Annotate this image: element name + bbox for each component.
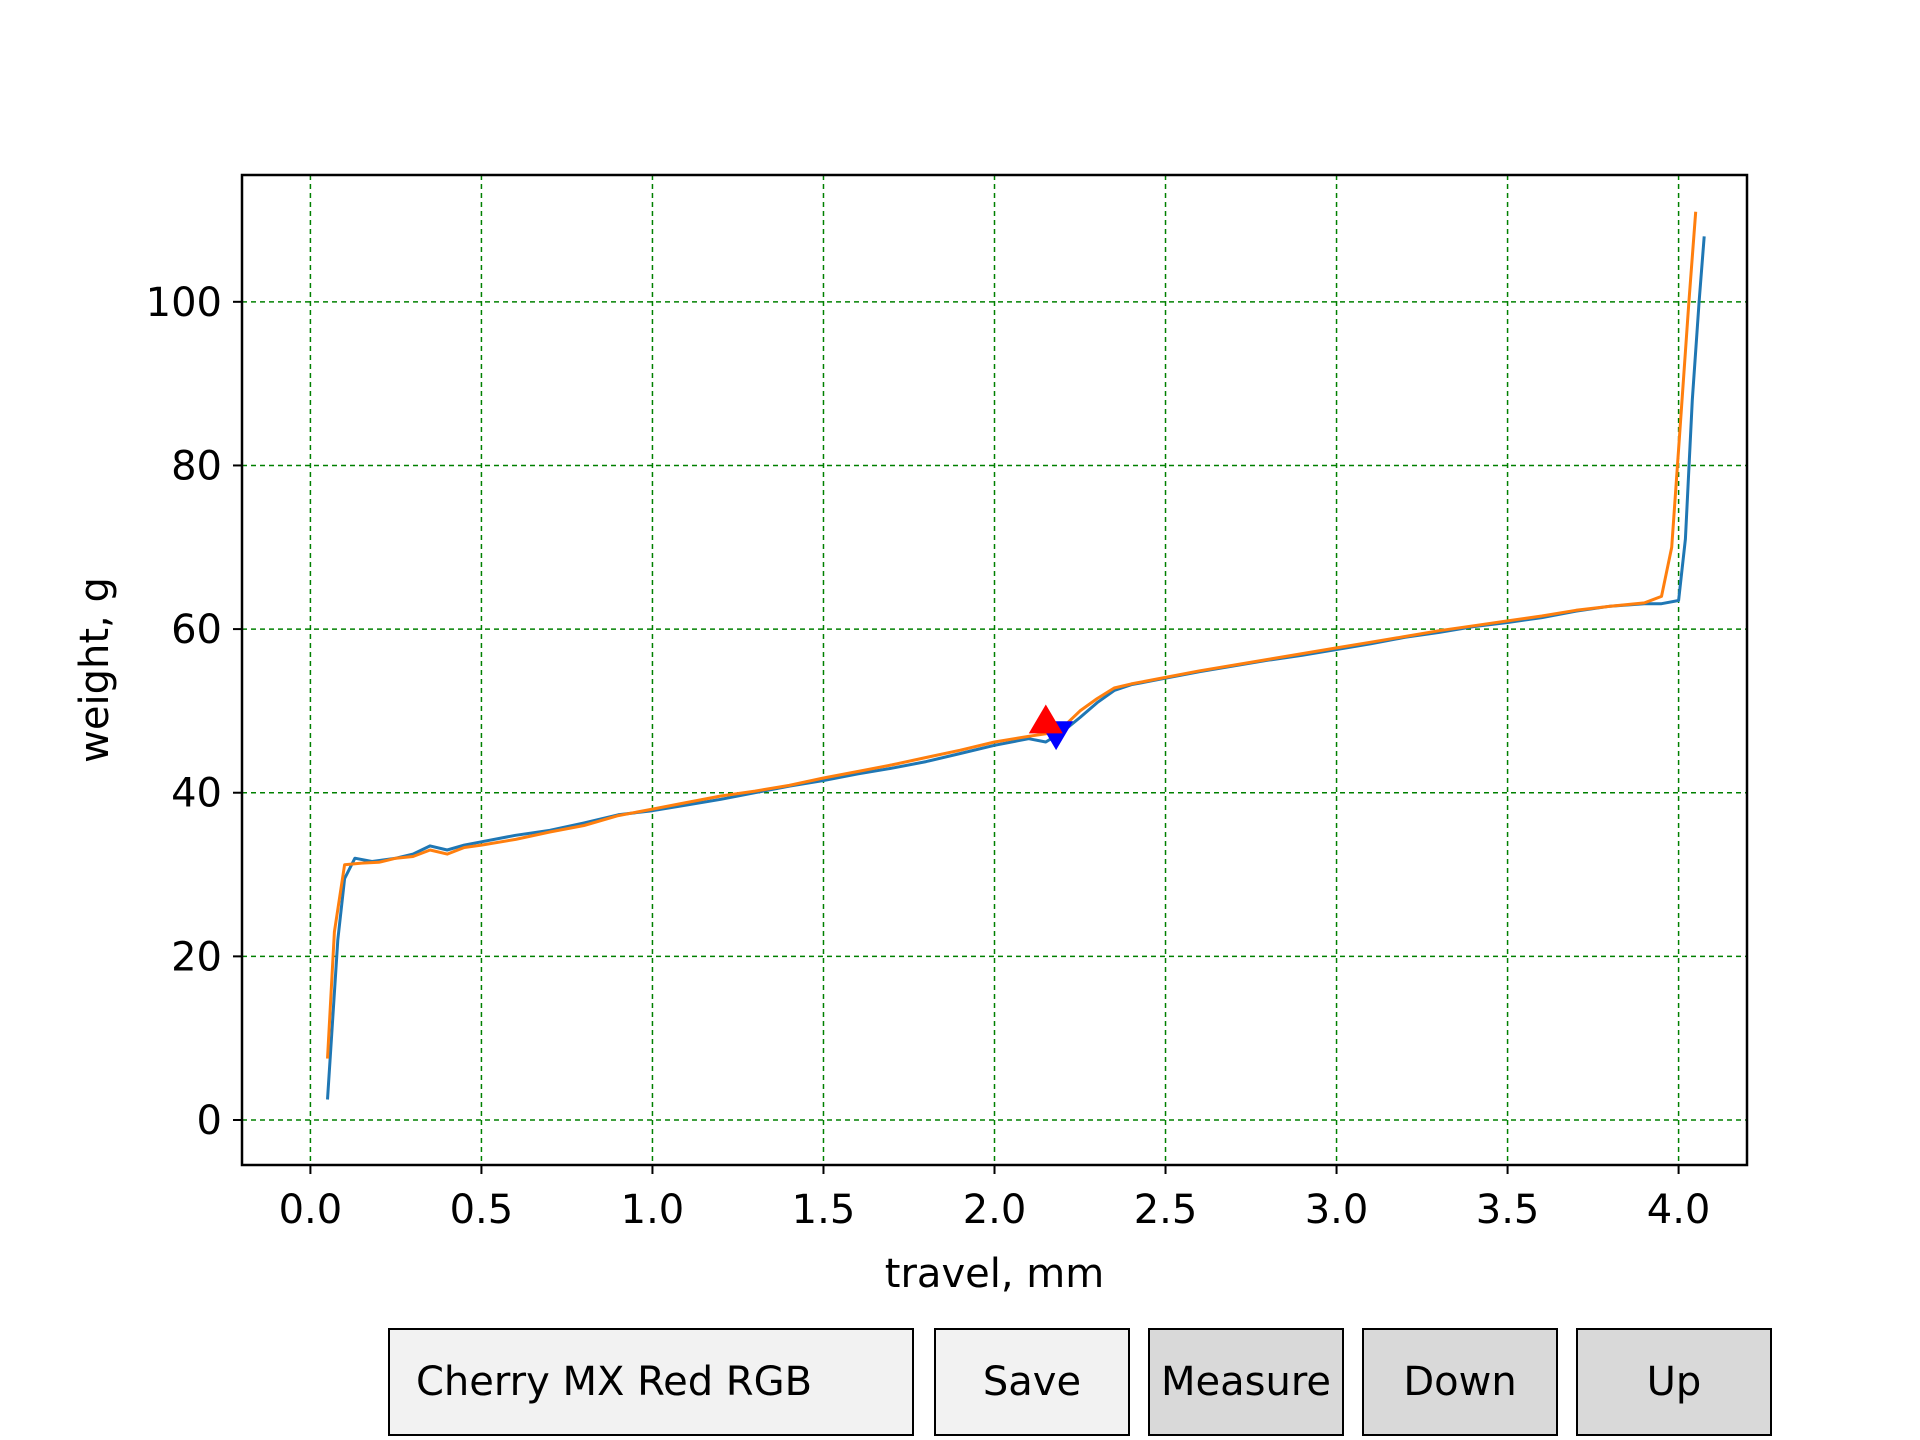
axes-frame <box>240 173 1749 1167</box>
series-line-1 <box>326 236 1706 1100</box>
y-axis-label: weight, g <box>72 577 118 763</box>
force-travel-chart: 0.0 0.5 1.0 1.5 2.0 2.5 3.0 3.5 4.0 0 20 40 60 80 100… <box>72 173 1749 1297</box>
x-tick-label: 3.5 <box>1476 1187 1540 1233</box>
save-button[interactable]: Save <box>934 1328 1130 1436</box>
y-tick-label: 60 <box>171 607 222 653</box>
x-axis-label: travel, mm <box>885 1251 1104 1297</box>
x-tick-label: 2.0 <box>963 1187 1027 1233</box>
triangle-up-marker <box>1028 704 1063 734</box>
switch-name-input[interactable]: Cherry MX Red RGB <box>388 1328 914 1436</box>
x-tick-label: 3.0 <box>1305 1187 1369 1233</box>
x-tick-label: 4.0 <box>1647 1187 1711 1233</box>
y-ticks: 0 20 40 60 80 100 <box>146 280 242 1144</box>
x-ticks: 0.0 0.5 1.0 1.5 2.0 2.5 3.0 3.5 4.0 <box>279 1165 1711 1233</box>
y-tick-label: 0 <box>197 1098 222 1144</box>
y-tick-label: 20 <box>171 934 222 980</box>
x-tick-label: 1.0 <box>621 1187 685 1233</box>
y-tick-label: 100 <box>146 280 222 326</box>
x-tick-label: 0.0 <box>279 1187 343 1233</box>
y-tick-label: 80 <box>171 443 222 489</box>
grid-lines <box>242 175 1747 1165</box>
x-tick-label: 2.5 <box>1134 1187 1198 1233</box>
series-line-2 <box>326 211 1698 1059</box>
measure-button[interactable]: Measure <box>1148 1328 1344 1436</box>
down-button[interactable]: Down <box>1362 1328 1558 1436</box>
up-button[interactable]: Up <box>1576 1328 1772 1436</box>
x-tick-label: 0.5 <box>450 1187 514 1233</box>
y-tick-label: 40 <box>171 771 222 817</box>
plot-area <box>326 211 1706 1100</box>
x-tick-label: 1.5 <box>792 1187 856 1233</box>
